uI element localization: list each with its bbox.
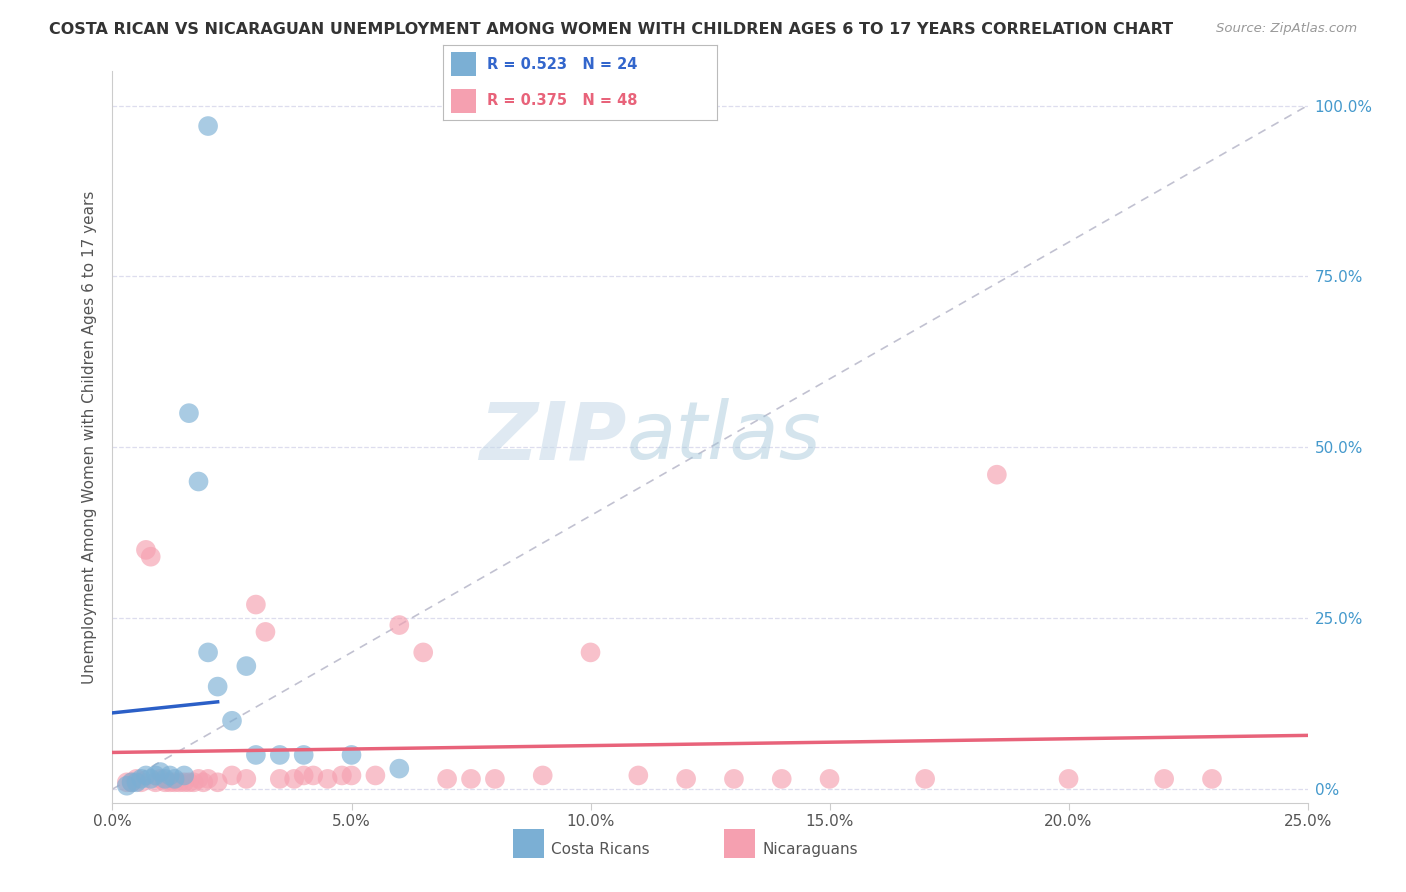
Point [723,772,745,786]
Point [770,772,793,786]
Point [135,542,157,557]
Point [627,768,650,782]
Point [1153,772,1175,786]
Point [330,768,353,782]
Point [135,768,157,782]
Point [115,775,138,789]
Point [269,747,291,762]
Y-axis label: Unemployment Among Women with Children Ages 6 to 17 years: Unemployment Among Women with Children A… [82,190,97,684]
Text: R = 0.375   N = 48: R = 0.375 N = 48 [486,93,637,108]
Point [460,772,482,786]
Point [129,772,152,786]
Point [173,775,195,789]
Point [986,467,1008,482]
Point [145,768,167,782]
Point [1057,772,1080,786]
Point [675,772,697,786]
Point [193,775,215,789]
Text: R = 0.523   N = 24: R = 0.523 N = 24 [486,57,637,72]
Point [121,775,143,789]
Point [269,772,291,786]
Point [125,775,148,789]
Point [484,772,506,786]
Point [197,645,219,659]
Point [177,406,200,420]
Point [163,775,186,789]
Point [254,624,277,639]
Point [316,772,339,786]
Text: Costa Ricans: Costa Ricans [551,842,650,856]
Bar [451,52,475,77]
Point [139,772,162,786]
Text: ZIP: ZIP [479,398,627,476]
Point [579,645,602,659]
Point [292,747,315,762]
Point [149,765,172,780]
Point [364,768,387,782]
Point [221,714,243,728]
Point [235,659,257,673]
Point [153,772,176,786]
Point [187,772,209,786]
Point [197,119,219,133]
Text: Nicaraguans: Nicaraguans [762,842,858,856]
Point [173,768,195,782]
Point [221,768,243,782]
Point [292,768,315,782]
Point [153,775,176,789]
Point [914,772,936,786]
Point [139,549,162,564]
Point [129,775,152,789]
Point [245,747,267,762]
Point [388,762,411,776]
Point [121,775,143,789]
Point [302,768,325,782]
Point [125,772,148,786]
Point [115,779,138,793]
Point [187,475,209,489]
Point [207,680,229,694]
Point [388,618,411,632]
Point [283,772,305,786]
Point [235,772,257,786]
Point [818,772,841,786]
Point [340,768,363,782]
Point [531,768,554,782]
Text: Source: ZipAtlas.com: Source: ZipAtlas.com [1216,22,1357,36]
Point [177,775,200,789]
Point [245,598,267,612]
Point [340,747,363,762]
Point [169,775,191,789]
Point [1201,772,1223,786]
Point [159,768,181,782]
Point [207,775,229,789]
Text: COSTA RICAN VS NICARAGUAN UNEMPLOYMENT AMONG WOMEN WITH CHILDREN AGES 6 TO 17 YE: COSTA RICAN VS NICARAGUAN UNEMPLOYMENT A… [49,22,1174,37]
Point [412,645,434,659]
Bar [451,88,475,112]
Text: atlas: atlas [627,398,821,476]
Point [159,775,181,789]
Point [183,775,205,789]
Point [149,772,172,786]
Point [163,772,186,786]
Point [145,775,167,789]
Point [197,772,219,786]
Point [436,772,458,786]
